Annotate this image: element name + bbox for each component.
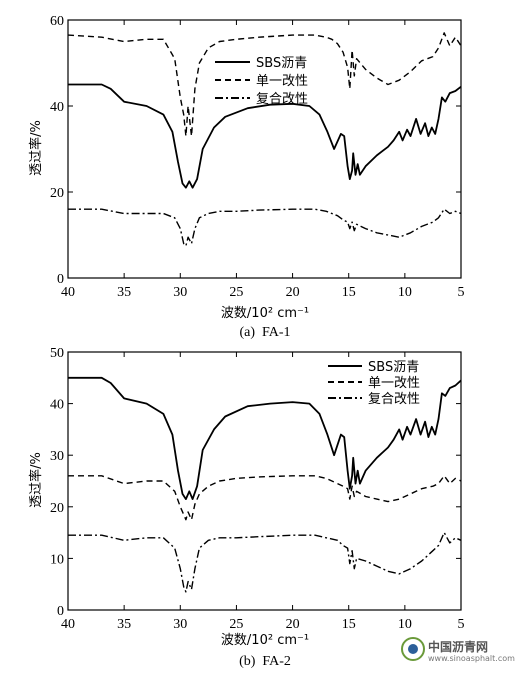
panel-caption: (a) FA-1	[239, 325, 290, 340]
axis-ticks	[67, 19, 462, 279]
panel-caption: (b) FA-2	[239, 654, 291, 669]
series-line-dashdot	[68, 208, 462, 247]
watermark-subtext: www.sinoasphalt.com	[428, 654, 515, 663]
legend-label: SBS沥青	[256, 56, 307, 71]
y-tick-label: 0	[57, 272, 64, 287]
plot-frame	[67, 19, 462, 279]
x-tick-label: 15	[342, 617, 356, 632]
x-tick-label: 10	[398, 285, 412, 300]
series-line-solid	[68, 83, 462, 189]
x-tick-label: 5	[458, 285, 465, 300]
series-lines	[68, 376, 462, 593]
y-tick-labels: 0 20 40 60	[50, 14, 64, 287]
y-axis-label: 透过率/%	[28, 452, 44, 508]
x-tick-label: 40	[61, 285, 75, 300]
y-tick-label: 10	[50, 552, 64, 567]
china-asphalt-net-logo-icon	[401, 637, 425, 661]
x-tick-label: 25	[229, 617, 243, 632]
series-line-dashed	[67, 32, 462, 137]
legend-label: 单一改性	[256, 74, 308, 89]
y-axis-label: 透过率/%	[28, 120, 44, 176]
series-line-solid	[68, 376, 462, 501]
x-tick-label: 25	[229, 285, 243, 300]
x-tick-label: 30	[173, 617, 187, 632]
legend: SBS沥青 单一改性 复合改性	[215, 56, 308, 107]
x-tick-label: 20	[286, 617, 300, 632]
series-lines	[67, 32, 462, 247]
y-tick-label: 0	[57, 604, 64, 619]
chart-panel-a: 0 20 40 60 40 35 30 25 20 15 10 5 透过率/% 波数/10² cm⁻…	[28, 14, 465, 340]
y-tick-label: 30	[50, 449, 64, 464]
series-line-dashed	[68, 475, 462, 521]
y-tick-label: 20	[50, 501, 64, 516]
x-tick-label: 15	[342, 285, 356, 300]
x-tick-label: 20	[286, 285, 300, 300]
x-axis-label: 波数/10² cm⁻¹	[221, 633, 309, 648]
x-tick-label: 10	[398, 617, 412, 632]
y-tick-label: 40	[50, 398, 64, 413]
x-tick-labels: 40 35 30 25 20 15 10 5	[61, 285, 465, 300]
x-tick-label: 30	[173, 285, 187, 300]
legend-label: 单一改性	[368, 376, 420, 391]
x-tick-label: 40	[61, 617, 75, 632]
watermark-text: 中国沥青网	[428, 639, 488, 654]
y-tick-label: 40	[50, 100, 64, 115]
x-axis-label: 波数/10² cm⁻¹	[221, 306, 309, 321]
y-tick-label: 20	[50, 186, 64, 201]
watermark: 中国沥青网 www.sinoasphalt.com	[401, 637, 515, 663]
x-tick-labels: 40 35 30 25 20 15 10 5	[61, 617, 465, 632]
y-tick-label: 60	[50, 14, 64, 29]
y-tick-label: 50	[50, 346, 64, 361]
axis-ticks	[67, 351, 462, 611]
legend: SBS沥青 单一改性 复合改性	[328, 360, 420, 407]
legend-label: 复合改性	[368, 392, 420, 407]
x-tick-label: 35	[117, 617, 131, 632]
y-tick-labels: 0 10 20 30 40 50	[50, 346, 64, 619]
x-tick-label: 35	[117, 285, 131, 300]
chart-panel-b: 0 10 20 30 40 50 40 35 30 25 20 15 10 5 透过率/% 波数/10²…	[28, 346, 465, 669]
legend-label: SBS沥青	[368, 360, 419, 375]
legend-label: 复合改性	[256, 92, 308, 107]
series-line-dashdot	[68, 531, 462, 593]
x-tick-label: 5	[458, 617, 465, 632]
